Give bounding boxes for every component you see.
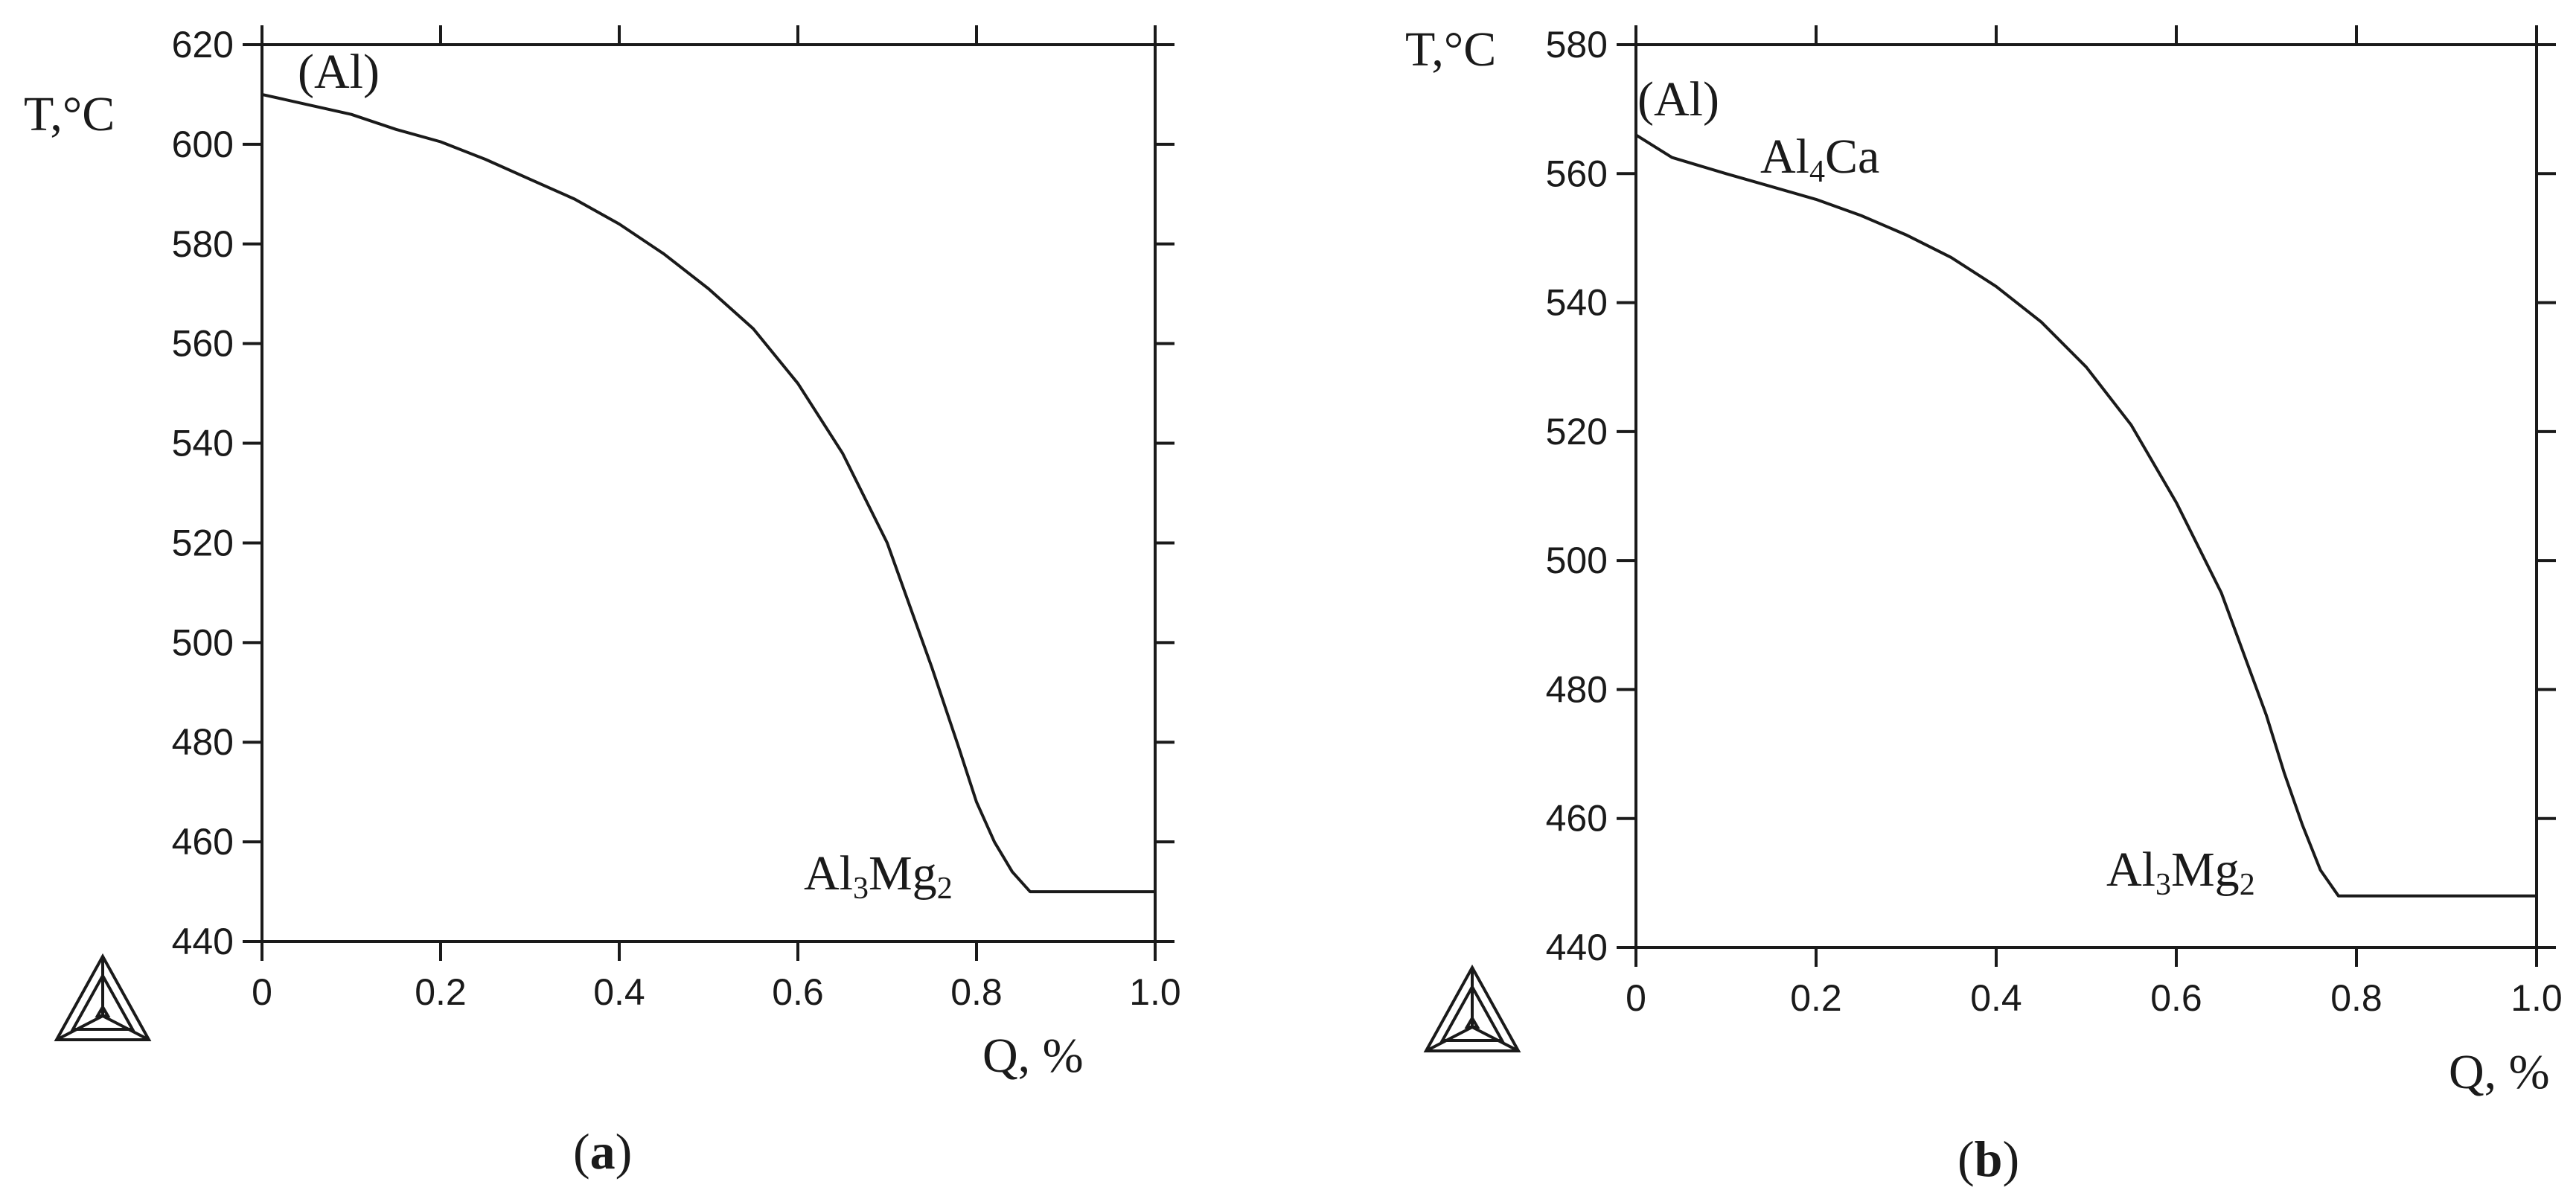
x-tick-label: 0.4 [1970,977,2022,1019]
y-tick-label: 540 [1546,282,1608,324]
annotation-subscript: 2 [2240,868,2255,902]
panel-label-letter: b [1975,1131,2003,1187]
x-tick-label: 0.4 [593,971,645,1013]
x-tick-labels: 0 0.2 0.4 0.6 0.8 1.0 [252,971,1181,1013]
y-tick-labels: 440 460 480 500 520 540 560 580 [1546,24,1608,968]
y-axis-label: T,°C [1405,22,1496,77]
annotation-part: Ca [1825,130,1879,184]
y-tick-label: 500 [1546,540,1608,581]
panel-label-paren: ( [573,1123,590,1180]
temperature-curve [1634,133,2537,898]
plot-frame [1634,43,2538,949]
annotation-subscript: 3 [2155,868,2171,902]
x-tick-label: 0.2 [415,971,467,1013]
annotation-part: Mg [2171,843,2240,897]
y-tick-label: 460 [1546,798,1608,840]
panel-label-b: (b) [1957,1131,2019,1187]
y-tick-label: 600 [172,124,234,165]
x-tick-label: 0 [252,971,272,1013]
axis-ticks [1617,25,2556,967]
y-tick-label: 580 [172,223,234,265]
y-tick-label: 520 [172,522,234,563]
annotation-subscript: 3 [853,872,869,906]
annotation-al3mg2: Al3Mg2 [2106,843,2255,902]
x-axis-label: Q, % [2449,1045,2550,1099]
x-tick-label: 1.0 [1129,971,1181,1013]
chart-panel-b: 440 460 480 500 520 540 560 580 0 0.2 0.4 0.6 0.8 1.… [1405,22,2563,1187]
x-tick-label: 0.8 [950,971,1003,1013]
y-tick-label: 440 [172,921,234,962]
y-tick-label: 500 [172,621,234,663]
y-tick-label: 480 [172,721,234,763]
x-tick-label: 0.6 [772,971,824,1013]
chart-panel-a: 440 460 480 500 520 540 560 580 600 620 0 0.2 0.4 0.… [24,24,1181,1180]
y-tick-label: 540 [172,423,234,464]
y-tick-label: 620 [172,24,234,65]
x-tick-labels: 0 0.2 0.4 0.6 0.8 1.0 [1626,977,2563,1019]
y-tick-label: 560 [1546,153,1608,194]
annotation-part: Al [2106,843,2155,897]
y-tick-label: 460 [172,821,234,863]
x-tick-label: 0.2 [1790,977,1842,1019]
annotation-al-phase: (Al) [298,45,380,99]
thermo-calc-logo-icon [54,953,152,1041]
annotation-al-phase: (Al) [1637,72,1719,127]
annotation-part: Al [1760,130,1809,184]
x-tick-label: 0.8 [2330,977,2382,1019]
annotation-part: Al [804,846,853,901]
annotation-subscript: 4 [1809,155,1825,189]
plot-frame [261,43,1157,943]
annotation-al3mg2: Al3Mg2 [804,846,953,906]
annotation-part: Mg [869,846,937,901]
panel-label-paren: ) [2002,1131,2019,1187]
panel-label-letter: a [590,1123,616,1180]
panel-label-paren: ) [616,1123,633,1180]
y-tick-label: 560 [172,323,234,365]
annotation-al4ca: Al4Ca [1760,130,1879,189]
panel-label-paren: ( [1957,1131,1975,1187]
y-tick-label: 480 [1546,668,1608,710]
panel-label-a: (a) [573,1123,632,1180]
y-tick-label: 440 [1546,927,1608,968]
y-tick-label: 520 [1546,411,1608,453]
y-axis-label: T,°C [24,87,115,141]
x-axis-label: Q, % [982,1029,1084,1083]
y-tick-label: 580 [1546,24,1608,65]
annotation-subscript: 2 [937,872,953,906]
axis-ticks [243,25,1174,961]
x-tick-label: 0 [1626,977,1646,1019]
y-tick-labels: 440 460 480 500 520 540 560 580 600 620 [172,24,234,962]
thermo-calc-logo-icon [1423,964,1521,1052]
temperature-curve [261,92,1155,894]
x-tick-label: 1.0 [2511,977,2563,1019]
x-tick-label: 0.6 [2150,977,2202,1019]
